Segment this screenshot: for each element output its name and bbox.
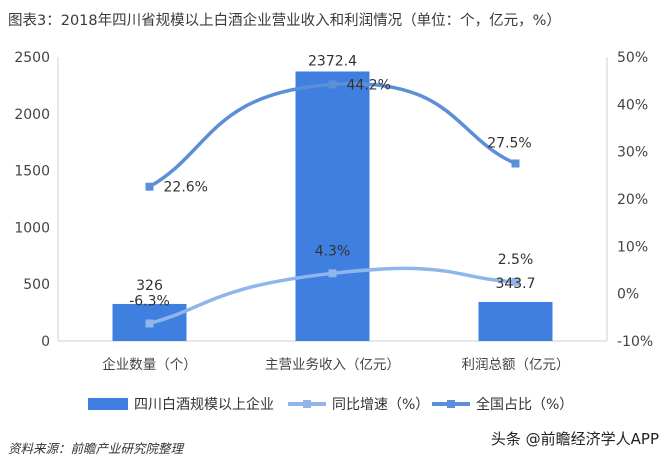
data-labels: 326 2372.4 343.7 -6.3% 4.3% 2.5% 22.6% 44.2% 27.… [129,53,535,309]
credit-text: 头条 @前瞻经济学人APP [490,430,659,448]
series-marker [328,80,337,89]
bar-value-label: 326 [136,278,163,294]
share-value-label: 22.6% [164,180,208,196]
bars [112,71,553,341]
share-value-label: 44.2% [347,77,391,93]
legend-label: 全国占比（%） [476,396,573,413]
legend-swatch-marker [303,400,311,408]
y-left-tick-label: 500 [23,277,50,293]
chart-title: 图表3：2018年四川省规模以上白酒企业营业收入和利润情况（单位：个，亿元，%） [8,13,561,29]
y-right-tick-label: -10% [617,334,653,350]
y-right-tick-label: 50% [617,50,648,66]
y-right-tick-label: 20% [617,192,648,208]
growth-value-label: 2.5% [498,252,534,268]
legend-swatch-bar [88,398,128,410]
bar [478,301,553,341]
bar-value-label: 343.7 [495,276,535,292]
lines [145,80,520,328]
y-right-tick-label: 40% [617,97,648,113]
growth-value-label: 4.3% [315,243,351,259]
series-marker [511,277,520,286]
axes: 0 500 1000 1500 2000 2500 -10% 0% 10% 20% 30% 40% 50… [14,50,653,373]
source-note: 资料来源：前瞻产业研究院整理 [8,441,184,456]
share-value-label: 27.5% [487,136,531,152]
legend-label: 同比增速（%） [332,397,429,413]
series-marker [145,182,154,191]
x-tick-label: 利润总额（亿元） [462,357,570,373]
y-left-tick-label: 1500 [14,164,50,180]
bar-value-label: 2372.4 [308,53,357,69]
bar [295,71,370,341]
y-right-tick-label: 10% [617,239,648,255]
x-tick-label: 主营业务收入（亿元） [265,357,400,373]
x-tick-label: 企业数量（个） [102,356,197,373]
legend-swatch-marker [447,400,455,408]
y-left-tick-label: 2500 [14,50,50,66]
legend-label: 四川白酒规模以上企业 [134,396,274,413]
series-marker [328,269,337,278]
series-marker [511,159,520,168]
legend: 四川白酒规模以上企业 同比增速（%） 全国占比（%） [88,396,573,413]
y-right-tick-label: 30% [617,145,648,161]
y-left-tick-label: 1000 [14,220,50,236]
y-left-tick-label: 0 [41,334,50,350]
series-marker [145,319,154,328]
growth-value-label: -6.3% [129,293,170,309]
y-right-tick-label: 0% [617,287,639,303]
y-left-tick-label: 2000 [14,107,50,123]
